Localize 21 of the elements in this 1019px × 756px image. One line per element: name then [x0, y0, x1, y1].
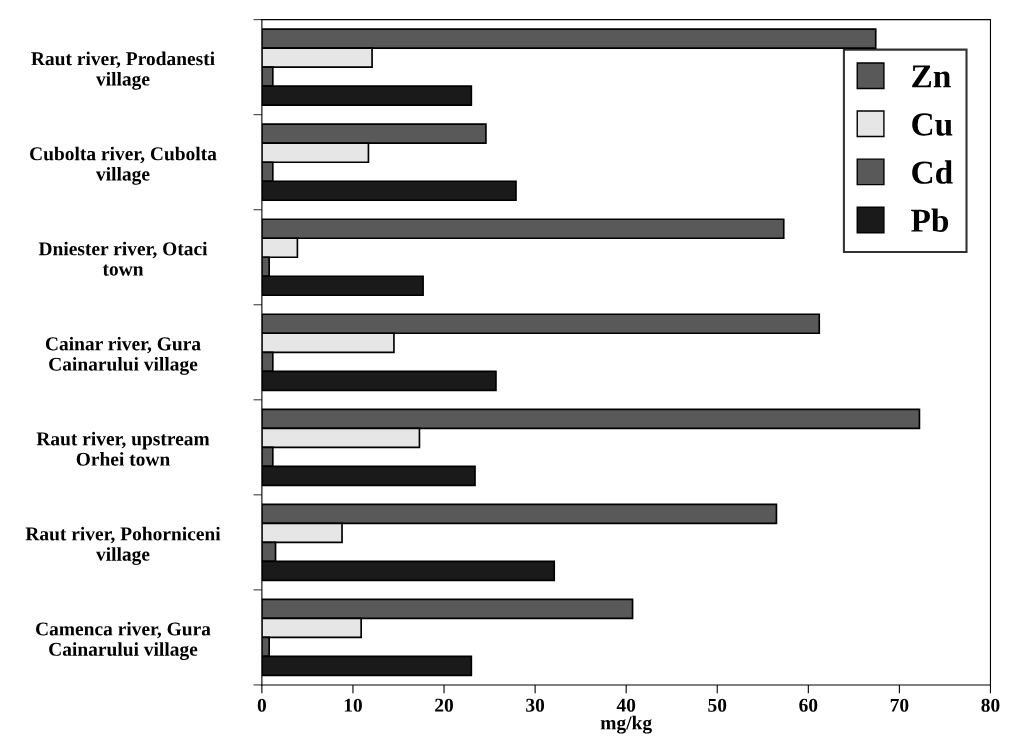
y-tick-label: Raut river, Pohorniceni village	[25, 526, 221, 565]
x-tick-label: 80	[981, 698, 1000, 712]
y-tick-label: Raut river, upstream Orhei town	[36, 431, 210, 466]
y-tick-label: Raut river, Prodanesti village	[31, 51, 215, 90]
legend-label: Cu	[912, 113, 953, 136]
x-tick-label: 10	[344, 698, 362, 712]
x-axis-title: mg/kg	[600, 715, 652, 734]
y-tick-label: Cubolta river, Cubolta village	[30, 146, 217, 185]
x-tick-label: 30	[526, 698, 545, 712]
legend-label: Zn	[912, 65, 951, 88]
legend-label: Cd	[912, 160, 953, 184]
x-tick-label: 50	[708, 698, 727, 712]
legend-label: Pb	[911, 208, 949, 232]
y-tick-label: Camenca river, Gura Cainarului village	[36, 621, 211, 660]
x-tick-label: 70	[890, 698, 909, 712]
y-tick-label: Dniester river, Otaci town	[38, 241, 208, 276]
x-tick-label: 0	[257, 698, 266, 712]
x-tick-label: 40	[616, 698, 636, 712]
x-tick-label: 60	[799, 698, 818, 712]
y-tick-label: Cainar river, Gura Cainarului village	[45, 336, 201, 375]
x-tick-label: 20	[435, 698, 454, 712]
